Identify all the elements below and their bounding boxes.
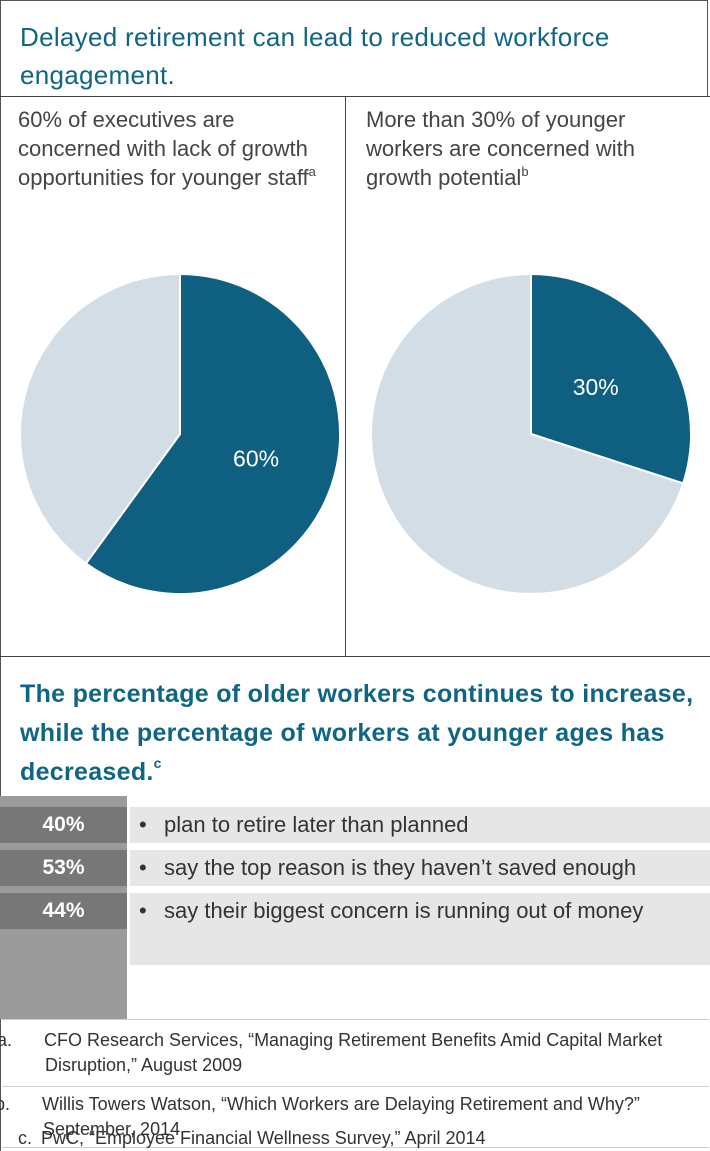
pie-panel-younger-workers: More than 30% of younger workers are con… bbox=[346, 97, 710, 656]
section-1-header: Delayed retirement can lead to reduced w… bbox=[0, 0, 708, 97]
footnote-text: PwC, “Employee Financial Wellness Survey… bbox=[41, 1128, 486, 1148]
pie-panel-executives: 60% of executives are concerned with lac… bbox=[0, 97, 346, 656]
stat-value: 40% bbox=[42, 813, 85, 836]
pie-1-footnote-ref: a bbox=[308, 164, 316, 179]
stat-text: say the top reason is they haven’t saved… bbox=[164, 855, 637, 880]
section-1-title: Delayed retirement can lead to reduced w… bbox=[20, 22, 610, 90]
pie-2-title: More than 30% of younger workers are con… bbox=[366, 107, 636, 190]
footnote-divider bbox=[2, 1019, 709, 1020]
pie-slice-1 bbox=[84, 273, 341, 595]
footnotes: a. CFO Research Services, “Managing Reti… bbox=[0, 1019, 709, 1151]
footnote-b: b. Willis Towers Watson, “Which Workers … bbox=[0, 1092, 703, 1142]
pie-2-footnote-ref: b bbox=[521, 164, 529, 179]
pie-slice-label: 60% bbox=[233, 446, 279, 472]
stat-text-bar: • say the top reason is they haven’t sav… bbox=[130, 850, 710, 886]
stat-text-bar: • plan to retire later than planned bbox=[130, 807, 710, 843]
pie-1-caption: 60% of executives are concerned with lac… bbox=[18, 105, 338, 192]
stat-value-box bbox=[0, 850, 127, 886]
stat-value-box bbox=[0, 893, 127, 929]
pie-slice-label: 30% bbox=[573, 374, 619, 400]
stat-text-bar: • say their biggest concern is running o… bbox=[130, 893, 710, 965]
pie-slice-2 bbox=[19, 273, 181, 565]
footnote-a: a. CFO Research Services, “Managing Reti… bbox=[0, 1028, 705, 1078]
footnote-label: c. bbox=[18, 1128, 33, 1148]
footnote-text: CFO Research Services, “Managing Retirem… bbox=[44, 1030, 663, 1075]
pie-slice-2 bbox=[370, 273, 685, 595]
pie-2-caption: More than 30% of younger workers are con… bbox=[366, 105, 686, 192]
pie-slice-1 bbox=[530, 273, 692, 485]
stat-row: 44% • say their biggest concern is runni… bbox=[0, 893, 710, 965]
section-2-header: The percentage of older workers continue… bbox=[0, 657, 708, 796]
pie-chart-executives: 60% bbox=[19, 273, 341, 595]
stat-value: 44% bbox=[42, 899, 85, 922]
section-2-footnote-ref: c bbox=[153, 755, 162, 771]
footnote-divider bbox=[2, 1147, 709, 1148]
bullet: • bbox=[139, 812, 147, 837]
footnote-c: c. PwC, “Employee Financial Wellness Sur… bbox=[18, 1126, 698, 1151]
section-2-title-text: The percentage of older workers continue… bbox=[20, 680, 694, 786]
pie-chart-younger-workers: 30% bbox=[370, 273, 692, 595]
stat-value-box bbox=[0, 807, 127, 843]
footnote-divider bbox=[2, 1086, 709, 1087]
stat-text: say their biggest concern is running out… bbox=[164, 898, 644, 923]
stats-table: 40% • plan to retire later than planned … bbox=[0, 796, 710, 1019]
stat-row: 40% • plan to retire later than planned bbox=[0, 807, 710, 843]
stat-value: 53% bbox=[42, 856, 85, 879]
pie-1-title: 60% of executives are concerned with lac… bbox=[18, 107, 309, 190]
section-2-title: The percentage of older workers continue… bbox=[20, 675, 700, 792]
bullet: • bbox=[139, 898, 147, 923]
footnote-label: b. bbox=[0, 1094, 11, 1114]
footnote-text: Willis Towers Watson, “Which Workers are… bbox=[42, 1094, 640, 1139]
footnote-label: a. bbox=[0, 1030, 13, 1050]
stat-text: plan to retire later than planned bbox=[164, 812, 469, 837]
stat-row: 53% • say the top reason is they haven’t… bbox=[0, 850, 710, 886]
pie-panels: 60% of executives are concerned with lac… bbox=[0, 96, 710, 657]
bullet: • bbox=[139, 855, 147, 880]
